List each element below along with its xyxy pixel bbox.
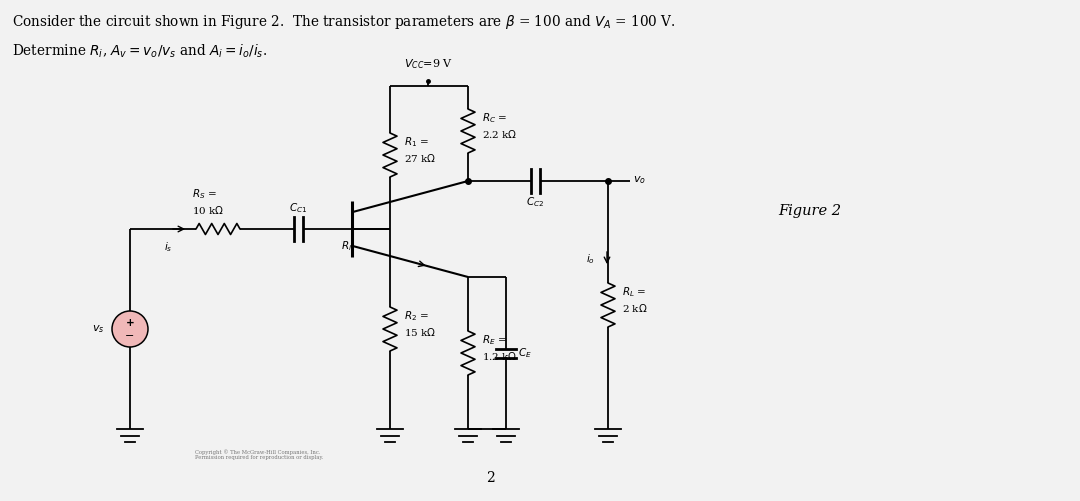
Text: $C_{C2}$: $C_{C2}$ bbox=[526, 195, 544, 209]
Circle shape bbox=[112, 311, 148, 347]
Text: $V_{CC}$=9 V: $V_{CC}$=9 V bbox=[404, 57, 453, 71]
Text: Figure 2: Figure 2 bbox=[779, 204, 841, 218]
Text: Consider the circuit shown in Figure 2.  The transistor parameters are $\beta$ =: Consider the circuit shown in Figure 2. … bbox=[12, 13, 676, 31]
Text: Determine $R_i$, $A_v = v_o / v_s$ and $A_i = i_o / i_s$.: Determine $R_i$, $A_v = v_o / v_s$ and $… bbox=[12, 43, 267, 61]
Text: $R_L$ =
2 k$\Omega$: $R_L$ = 2 k$\Omega$ bbox=[622, 286, 648, 315]
Text: $i_s$: $i_s$ bbox=[164, 240, 172, 254]
Text: $R_E$ =
1.2 k$\Omega$: $R_E$ = 1.2 k$\Omega$ bbox=[482, 334, 517, 362]
Text: 2: 2 bbox=[486, 471, 495, 485]
Text: $i_o$: $i_o$ bbox=[586, 252, 595, 266]
Text: −: − bbox=[125, 331, 135, 341]
Text: $R_1$ =
27 k$\Omega$: $R_1$ = 27 k$\Omega$ bbox=[404, 136, 436, 164]
Text: $C_{C1}$: $C_{C1}$ bbox=[288, 201, 307, 215]
Text: $R_2$ =
15 k$\Omega$: $R_2$ = 15 k$\Omega$ bbox=[404, 310, 436, 338]
Text: Copyright © The McGraw-Hill Companies, Inc.
Permission required for reproduction: Copyright © The McGraw-Hill Companies, I… bbox=[195, 449, 323, 460]
Text: $v_o$: $v_o$ bbox=[633, 174, 646, 186]
Text: $v_s$: $v_s$ bbox=[92, 323, 104, 335]
Text: $R_S$ =
10 k$\Omega$: $R_S$ = 10 k$\Omega$ bbox=[192, 187, 225, 216]
Text: $R_C$ =
2.2 k$\Omega$: $R_C$ = 2.2 k$\Omega$ bbox=[482, 112, 517, 140]
Text: $C_E$: $C_E$ bbox=[518, 346, 531, 360]
Text: +: + bbox=[125, 318, 134, 328]
Text: $R_i$: $R_i$ bbox=[341, 239, 352, 253]
